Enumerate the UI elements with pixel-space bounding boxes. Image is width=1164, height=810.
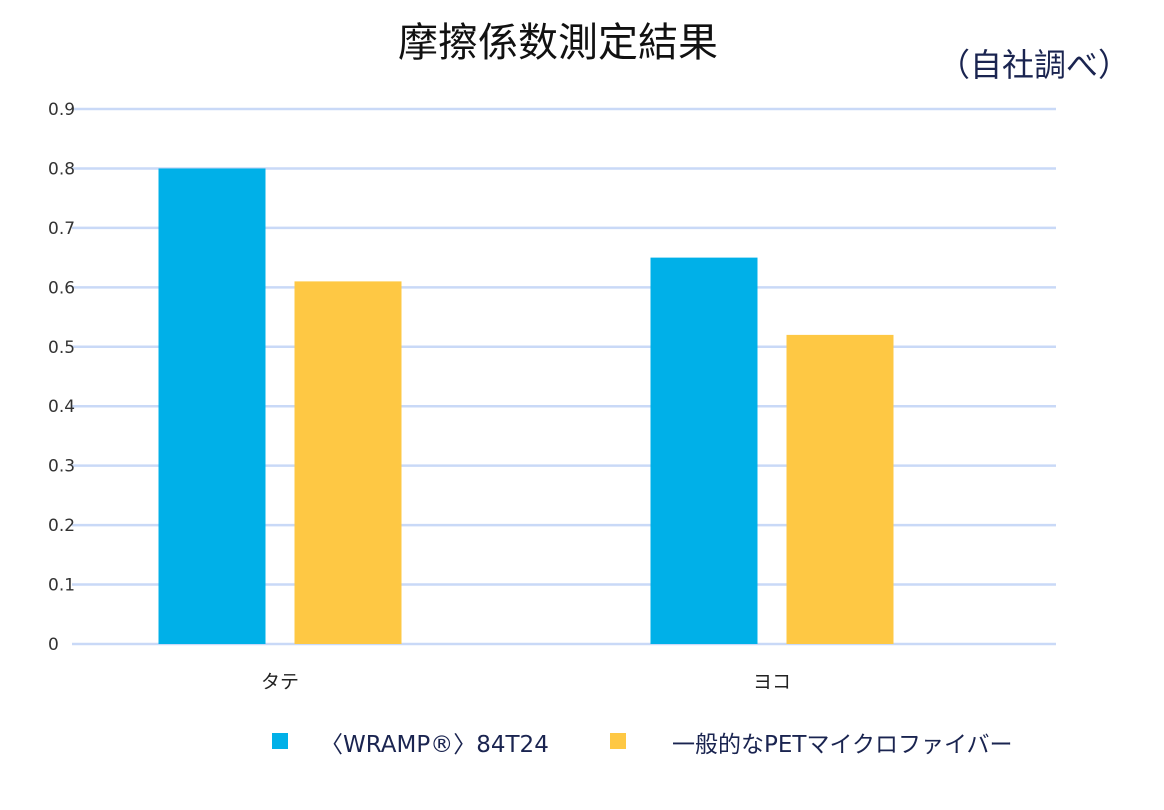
bar [294,281,402,644]
y-tick-label: 0.3 [48,457,75,477]
legend-swatch [272,733,288,749]
chart-title: 摩擦係数測定結果 [398,20,718,66]
y-tick-label: 0.6 [48,278,75,298]
chart-subtitle: （自社調べ） [938,46,1130,84]
y-tick-label: 0.7 [48,219,75,239]
x-tick-label: タテ [261,671,299,693]
legend-swatch [610,733,626,749]
y-tick-label: 0.1 [48,576,75,596]
bar [786,334,894,644]
y-tick-label: 0.8 [48,159,75,179]
legend-label: 〈WRAMP®〉84T24 [320,732,549,758]
y-tick-label: 0.5 [48,338,75,358]
legend-label: 一般的なPETマイクロファイバー [672,732,1013,758]
bar [158,168,266,644]
y-tick-label: 0 [48,635,59,655]
y-tick-label: 0.2 [48,516,75,536]
y-tick-label: 0.4 [48,397,75,417]
y-tick-label: 0.9 [48,100,75,120]
x-tick-label: ヨコ [753,671,791,693]
bar [650,257,758,644]
